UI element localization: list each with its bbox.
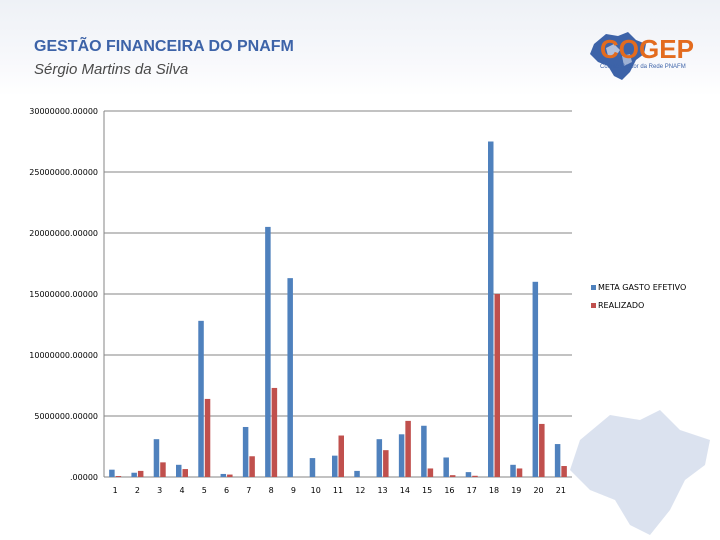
x-tick-label: 8: [269, 486, 274, 495]
bar-meta: [376, 439, 383, 477]
bar-meta: [309, 458, 316, 477]
y-tick-label: .00000: [70, 473, 98, 482]
y-tick-label: 10000000.00000: [29, 351, 98, 360]
y-tick-label: 25000000.00000: [29, 168, 98, 177]
bar-realizado: [115, 476, 122, 477]
bar-meta: [354, 470, 360, 477]
bar-meta: [421, 425, 427, 477]
y-tick-label: 5000000.00000: [34, 412, 98, 421]
bar-realizado: [472, 475, 478, 477]
x-tick-label: 6: [224, 486, 229, 495]
bar-realizado: [271, 387, 278, 477]
legend-label: META GASTO EFETIVO: [598, 283, 686, 292]
bar-meta: [265, 226, 271, 477]
x-tick-label: 19: [511, 486, 521, 495]
bar-realizado: [561, 466, 567, 477]
brazil-map-watermark-icon: [570, 410, 710, 535]
bar-meta: [510, 464, 516, 477]
y-tick-label: 30000000.00000: [29, 107, 98, 116]
bar-meta: [153, 439, 160, 477]
x-tick-label: 1: [113, 486, 118, 495]
x-tick-label: 20: [533, 486, 543, 495]
logo-tagline: Comitê Gestor da Rede PNAFM: [600, 64, 686, 70]
bar-meta: [242, 426, 249, 477]
bar-realizado: [539, 423, 545, 477]
bar-meta: [488, 141, 494, 477]
bar-meta: [554, 444, 561, 477]
bars-layer: [109, 141, 567, 477]
bar-realizado: [227, 474, 233, 477]
bar-realizado: [427, 468, 434, 477]
legend-swatch: [591, 303, 596, 308]
bar-meta: [220, 473, 227, 477]
x-tick-label: 11: [333, 486, 343, 495]
bar-realizado: [182, 469, 188, 477]
x-tick-label: 12: [355, 486, 365, 495]
legend-label: REALIZADO: [598, 301, 644, 310]
x-tick-label: 10: [311, 486, 321, 495]
y-tick-label: 15000000.00000: [29, 290, 98, 299]
bar-realizado: [449, 475, 456, 477]
legend-layer: META GASTO EFETIVO REALIZADO: [591, 283, 686, 310]
bar-meta: [332, 455, 338, 477]
x-tick-label: 4: [179, 486, 184, 495]
x-tick-label: 16: [444, 486, 454, 495]
bar-realizado: [405, 420, 411, 477]
bar-realizado: [137, 470, 144, 477]
x-tick-label: 7: [246, 486, 251, 495]
bar-realizado: [338, 435, 344, 477]
x-tick-label: 5: [202, 486, 207, 495]
bar-meta: [198, 320, 204, 477]
bar-meta: [109, 469, 115, 477]
bar-realizado: [494, 294, 500, 477]
x-tick-label: 13: [377, 486, 387, 495]
page-title: GESTÃO FINANCEIRA DO PNAFM: [34, 38, 294, 55]
bar-meta: [176, 464, 182, 477]
bar-meta: [131, 472, 137, 477]
x-tick-label: 18: [489, 486, 499, 495]
x-tick-label: 2: [135, 486, 140, 495]
y-tick-label: 20000000.00000: [29, 229, 98, 238]
x-tick-label: 3: [157, 486, 162, 495]
axis-layer: 30000000.0000025000000.0000020000000.000…: [29, 107, 566, 495]
bar-meta: [443, 457, 449, 477]
bar-realizado: [249, 456, 255, 477]
logo-wordmark: COGEP: [600, 34, 694, 64]
grid-layer: [104, 110, 572, 478]
brazil-map-logo-icon: [590, 32, 646, 80]
bar-realizado: [383, 450, 389, 477]
x-tick-label: 9: [291, 486, 296, 495]
bar-meta: [465, 472, 472, 477]
bar-meta: [532, 281, 539, 477]
page-subtitle: Sérgio Martins da Silva: [34, 61, 189, 78]
x-tick-label: 14: [400, 486, 410, 495]
x-tick-label: 15: [422, 486, 432, 495]
bar-realizado: [516, 468, 523, 477]
legend-swatch: [591, 285, 596, 290]
bar-meta: [287, 278, 293, 477]
x-tick-label: 21: [556, 486, 566, 495]
bar-realizado: [204, 398, 211, 477]
bar-meta: [398, 434, 405, 477]
bar-realizado: [160, 462, 166, 477]
x-tick-label: 17: [467, 486, 477, 495]
